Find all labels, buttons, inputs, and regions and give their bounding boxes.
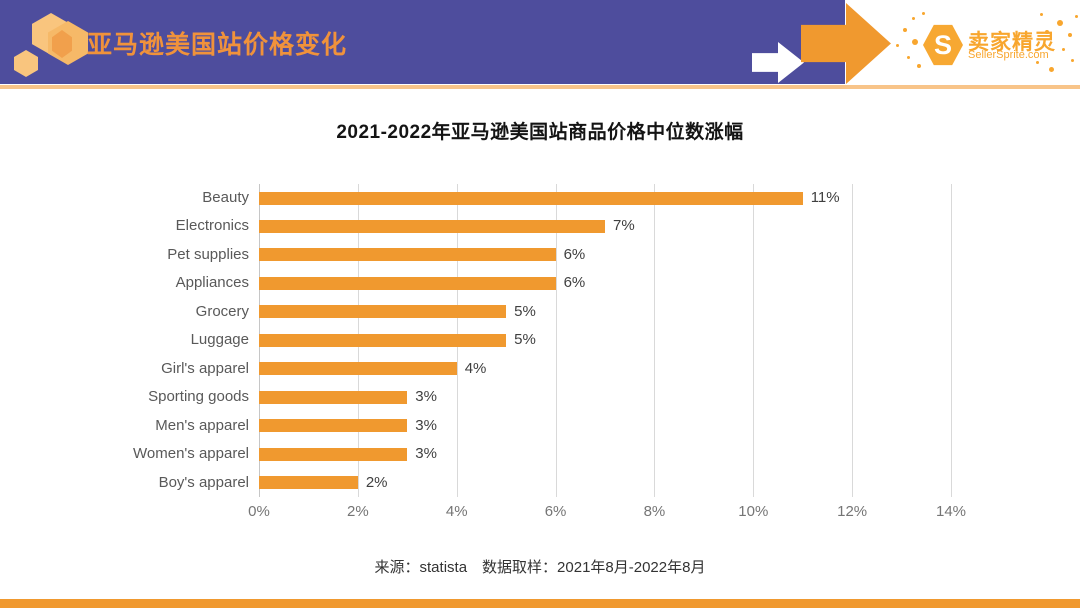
bar-value-label: 6% xyxy=(563,245,586,263)
decorative-dot-icon xyxy=(1040,13,1043,16)
category-label: Boy's apparel xyxy=(158,473,249,491)
bar xyxy=(259,390,408,404)
category-label: Appliances xyxy=(175,274,249,292)
x-tick-label: 12% xyxy=(837,503,868,520)
chart-area: Beauty 11% Electronics 7% Pet supplies 6% Appl… xyxy=(0,184,1080,497)
bar xyxy=(259,419,408,433)
decorative-dot-icon xyxy=(903,28,907,32)
bar-value-label: 7% xyxy=(613,217,635,235)
sellersprite-hexagon-icon: S xyxy=(923,24,963,66)
bar xyxy=(259,305,507,319)
x-tick-label: 10% xyxy=(738,503,769,520)
bar-row: Luggage 5% xyxy=(0,326,1080,354)
grid-line xyxy=(555,184,557,497)
bar xyxy=(259,362,457,376)
category-label: Sporting goods xyxy=(148,388,249,406)
category-label: Women's apparel xyxy=(133,445,249,463)
bar-value-label: 5% xyxy=(514,331,536,349)
x-tick-label: 2% xyxy=(347,503,369,520)
brand-monogram: S xyxy=(933,29,952,60)
bar-row: Pet supplies 6% xyxy=(0,241,1080,269)
decorative-dot-icon xyxy=(1071,59,1074,62)
grid-line xyxy=(951,184,952,497)
bar-value-label: 3% xyxy=(415,388,437,406)
x-tick-label: 14% xyxy=(935,503,967,520)
bar-value-label: 6% xyxy=(563,274,586,292)
x-tick-label: 0% xyxy=(248,503,270,520)
bar-row: Electronics 7% xyxy=(0,212,1080,240)
bar-row: Beauty 11% xyxy=(0,184,1080,212)
grid-line xyxy=(852,184,854,497)
bar xyxy=(259,333,507,347)
grid-line xyxy=(753,184,755,497)
bar xyxy=(259,219,605,233)
decorative-dot-icon xyxy=(907,56,910,59)
decorative-dot-icon xyxy=(912,39,918,45)
bar-value-label: 3% xyxy=(415,445,437,463)
bar-row: Boy's apparel 2% xyxy=(0,469,1080,497)
brand-domain: SellerSprite.com xyxy=(968,49,1049,61)
x-tick-label: 6% xyxy=(544,503,567,520)
decorative-dot-icon xyxy=(1062,48,1065,51)
bar-value-label: 11% xyxy=(810,189,840,206)
bar-row: Women's apparel 3% xyxy=(0,440,1080,468)
decorative-dot-icon xyxy=(1057,20,1063,26)
brand-name: 卖家精灵 xyxy=(968,31,1056,54)
bar-value-label: 3% xyxy=(415,416,437,434)
decorative-dot-icon xyxy=(1036,61,1039,64)
bar xyxy=(259,276,556,290)
x-tick-label: 4% xyxy=(445,503,468,520)
header-underline xyxy=(0,85,1080,89)
decorative-dot-icon xyxy=(912,17,915,20)
category-label: Beauty xyxy=(202,189,249,206)
bar-value-label: 5% xyxy=(514,302,536,320)
category-label: Men's apparel xyxy=(155,416,249,434)
decorative-dot-icon xyxy=(1068,33,1072,37)
bar xyxy=(259,191,803,205)
bar-row: Sporting goods 3% xyxy=(0,383,1080,411)
decorative-dot-icon xyxy=(1075,15,1078,18)
bar xyxy=(259,476,358,490)
bar-row: Appliances 6% xyxy=(0,269,1080,297)
x-tick-label: 8% xyxy=(643,503,666,520)
decorative-dot-icon xyxy=(1049,67,1054,72)
category-label: Luggage xyxy=(190,331,249,349)
decorative-dot-icon xyxy=(922,12,925,15)
decorative-dot-icon xyxy=(1045,30,1049,34)
source-note: 来源：statista 数据取样：2021年8月-2022年8月 xyxy=(374,559,706,576)
category-label: Girl's apparel xyxy=(161,359,249,377)
bar xyxy=(259,248,556,262)
category-label: Electronics xyxy=(175,217,249,235)
bar-row: Girl's apparel 4% xyxy=(0,355,1080,383)
bar-row: Men's apparel 3% xyxy=(0,412,1080,440)
header-band xyxy=(0,0,845,84)
chart-title: 2021-2022年亚马逊美国站商品价格中位数涨幅 xyxy=(336,122,744,143)
bar-row: Grocery 5% xyxy=(0,298,1080,326)
decorative-dot-icon xyxy=(917,64,921,68)
bar-rows: Beauty 11% Electronics 7% Pet supplies 6% Appl… xyxy=(0,184,1080,497)
category-label: Grocery xyxy=(195,302,249,320)
bar-value-label: 4% xyxy=(464,359,487,377)
bar-value-label: 2% xyxy=(365,473,388,491)
page-title: 亚马逊美国站价格变化 xyxy=(87,31,348,59)
decorative-dot-icon xyxy=(896,44,899,47)
x-axis: 0% 2% 4% 6% 8% 10% 12% 14% xyxy=(0,503,1080,525)
category-label: Pet supplies xyxy=(167,245,249,263)
hexagon-overlap-icon xyxy=(52,30,72,58)
bottom-accent-bar xyxy=(0,599,1080,608)
grid-line xyxy=(654,184,656,497)
bar xyxy=(259,447,408,461)
